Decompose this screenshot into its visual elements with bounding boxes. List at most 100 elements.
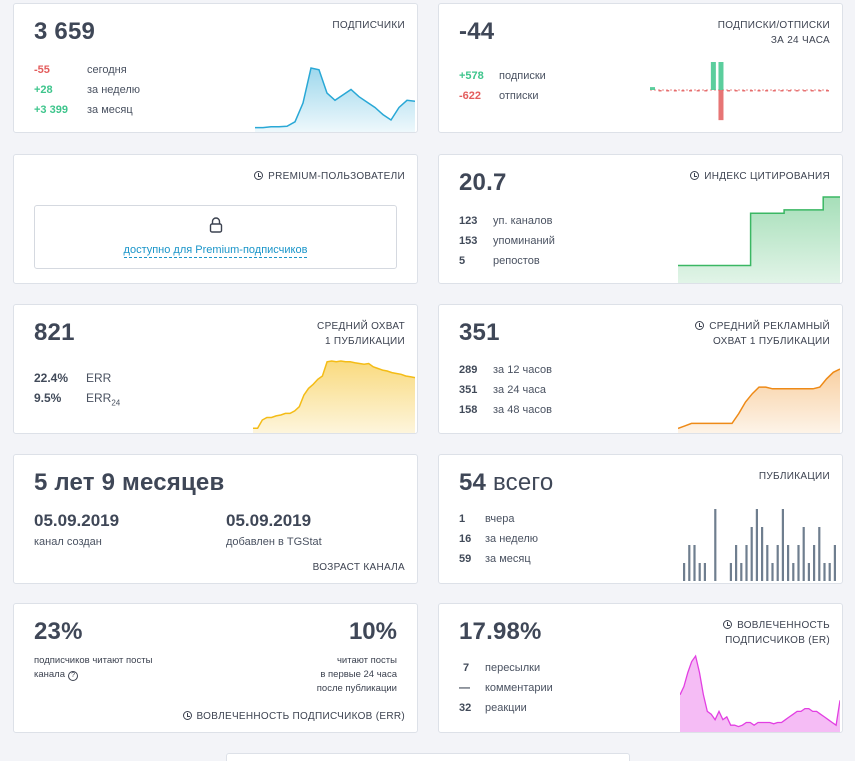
subs-unsubs-title: подписки/отписки за 24 часа — [718, 18, 830, 48]
stat-value: 158 — [459, 404, 478, 416]
publication-bar — [813, 545, 816, 581]
stat-value: -622 — [459, 90, 482, 102]
title-line: за 24 часа — [770, 35, 830, 46]
chart-line — [255, 67, 415, 129]
premium-link-wrap: доступно для Premium-подписчиков — [35, 244, 396, 258]
title-line: охват 1 публикации — [713, 336, 830, 347]
stat-row: -622 отписки — [459, 86, 546, 106]
publication-bar — [792, 563, 795, 581]
ad-reach-value: 351 — [459, 319, 500, 346]
bar-negative — [757, 90, 761, 92]
title-text: Premium-пользователи — [268, 171, 405, 182]
publication-bar — [797, 545, 800, 581]
bar-negative — [810, 90, 814, 92]
avg-reach-value: 821 — [34, 319, 75, 346]
publication-bar — [787, 545, 790, 581]
added-date: 05.09.2019 — [226, 511, 312, 530]
publication-bar — [761, 527, 764, 581]
publication-bar — [802, 527, 805, 581]
title-line: средний рекламный — [709, 321, 830, 332]
stat-row: +28 за неделю — [34, 80, 140, 100]
stat-row: 16 за неделю — [459, 529, 538, 549]
publication-bar — [823, 563, 826, 581]
publication-bar — [688, 545, 691, 581]
stat-label: ERR — [86, 391, 112, 405]
stat-row: 153 упоминаний — [459, 231, 555, 251]
stat-subscript: 24 — [111, 398, 121, 408]
er-value: 17.98% — [459, 618, 542, 645]
er-title: вовлеченность подписчиков (ER) — [723, 618, 830, 648]
err-left-text: подписчиков читают посты канала? — [34, 654, 152, 682]
bar-negative — [681, 90, 685, 92]
er-card[interactable]: 17.98% вовлеченность подписчиков (ER) 7 пе… — [438, 603, 843, 733]
avg-reach-card[interactable]: 821 средний охват 1 публикации 22.4% ERR 9… — [13, 304, 418, 434]
stat-label: ERR — [86, 371, 112, 385]
stat-value: +3 399 — [34, 104, 68, 116]
title-text: индекс цитирования — [704, 171, 830, 182]
bar-negative — [818, 90, 822, 92]
err-right-text: читают посты в первые 24 часа после публ… — [317, 654, 397, 696]
stat-value: +28 — [34, 84, 53, 96]
stat-row: 22.4% ERR — [34, 368, 120, 388]
stat-row: — комментарии — [459, 678, 553, 698]
stat-label: за 48 часов — [493, 404, 552, 416]
err-title: вовлеченность подписчиков (ERR) — [182, 709, 405, 724]
subscribers-chart — [255, 67, 415, 132]
stat-row: +578 подписки — [459, 66, 546, 86]
text-line: канала — [34, 669, 66, 680]
avg-reach-title: средний охват 1 публикации — [317, 319, 405, 349]
publication-bar — [833, 545, 836, 581]
publications-stats: 1 вчера 16 за неделю 59 за месяц — [459, 509, 538, 569]
chart-line — [678, 196, 840, 267]
stat-label: упоминаний — [493, 235, 555, 247]
publication-bar — [745, 545, 748, 581]
stat-label: за 12 часов — [493, 364, 552, 376]
avg-reach-chart — [253, 360, 415, 433]
stat-row: 32 реакции — [459, 698, 553, 718]
subscribers-count: 3 659 — [34, 18, 96, 45]
err-card[interactable]: 23% 10% подписчиков читают посты канала?… — [13, 603, 418, 733]
help-icon[interactable]: ? — [68, 671, 79, 681]
stat-label: за неделю — [87, 84, 141, 96]
clock-icon — [254, 171, 264, 180]
created-date: 05.09.2019 — [34, 511, 120, 530]
stat-value: 351 — [459, 384, 478, 396]
stat-label: сегодня — [87, 64, 127, 76]
chart-area — [678, 369, 840, 433]
publication-bar — [807, 563, 810, 581]
publication-bar — [729, 563, 732, 581]
err-right-value: 10% — [348, 618, 397, 645]
stat-value: -55 — [34, 64, 50, 76]
publications-chart — [683, 509, 836, 581]
channel-age-card[interactable]: 5 лет 9 месяцев 05.09.2019 канал создан … — [13, 454, 418, 584]
next-card-partial[interactable] — [226, 753, 630, 761]
stat-value: 22.4% — [34, 371, 69, 385]
publication-bar — [698, 563, 701, 581]
premium-title: Premium-пользователи — [254, 169, 405, 184]
subs-unsubs-card[interactable]: -44 подписки/отписки за 24 часа +578 подпи… — [438, 3, 843, 133]
publication-bar — [703, 563, 706, 581]
premium-link[interactable]: доступно для Premium-подписчиков — [123, 244, 308, 258]
stat-row: 7 пересылки — [459, 658, 553, 678]
stat-label: подписки — [499, 70, 546, 82]
premium-box[interactable]: доступно для Premium-подписчиков — [34, 205, 397, 269]
er-chart — [680, 654, 840, 732]
added-block: 05.09.2019 добавлен в TGStat — [226, 511, 322, 548]
publication-bar — [683, 563, 686, 581]
citation-card[interactable]: 20.7 индекс цитирования 123 уп. каналов 1… — [438, 154, 843, 284]
subs-unsubs-chart — [650, 62, 830, 121]
bar-negative — [658, 90, 662, 92]
subscribers-card[interactable]: 3 659 подписчики -55 сегодня +28 за неделю… — [13, 3, 418, 133]
publications-card[interactable]: 54 всего публикации 1 вчера 16 за неделю 5… — [438, 454, 843, 584]
publication-bar — [750, 527, 753, 581]
publications-value: 54 всего — [459, 469, 553, 497]
publication-bar — [693, 545, 696, 581]
stat-row: 351 за 24 часа — [459, 380, 552, 400]
stat-row: 5 репостов — [459, 251, 555, 271]
stat-row: 9.5% ERR24 — [34, 388, 120, 413]
premium-card[interactable]: Premium-пользователи доступно для Premiu… — [13, 154, 418, 284]
added-label: добавлен в TGStat — [226, 536, 322, 548]
ad-reach-card[interactable]: 351 средний рекламный охват 1 публикации … — [438, 304, 843, 434]
bar-negative — [742, 90, 746, 92]
stat-label: за 24 часа — [493, 384, 546, 396]
